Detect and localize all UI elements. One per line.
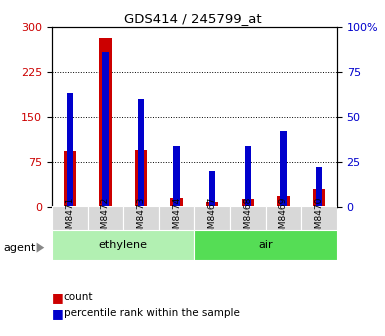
Bar (242, 199, 254, 207)
Bar (102, 52, 109, 207)
Bar (301, 206, 337, 230)
Bar (230, 206, 266, 230)
Text: air: air (258, 240, 273, 250)
Bar (64, 151, 76, 207)
Bar (123, 206, 159, 230)
Bar (52, 230, 194, 260)
Text: GSM8470: GSM8470 (315, 196, 323, 240)
Bar (316, 167, 322, 207)
Text: GSM8469: GSM8469 (279, 196, 288, 240)
Text: count: count (64, 292, 93, 302)
Bar (171, 198, 183, 207)
Text: ethylene: ethylene (99, 240, 148, 250)
Bar (266, 206, 301, 230)
Text: GDS414 / 245799_at: GDS414 / 245799_at (124, 12, 261, 25)
Bar (209, 171, 216, 207)
Text: ■: ■ (52, 307, 64, 320)
Text: GSM8473: GSM8473 (137, 196, 146, 240)
Text: GSM8471: GSM8471 (65, 196, 74, 240)
Bar (173, 145, 180, 207)
Bar (277, 197, 290, 207)
Bar (194, 206, 230, 230)
Text: GSM8474: GSM8474 (172, 197, 181, 240)
Bar (52, 206, 88, 230)
Text: GSM8472: GSM8472 (101, 197, 110, 240)
Text: ■: ■ (52, 291, 64, 304)
Polygon shape (37, 243, 44, 253)
Bar (244, 145, 251, 207)
Bar (138, 99, 144, 207)
Bar (206, 203, 218, 207)
Bar (99, 38, 112, 207)
Bar (135, 150, 147, 207)
Bar (159, 206, 194, 230)
Bar (88, 206, 123, 230)
Bar (194, 230, 337, 260)
Bar (280, 131, 287, 207)
Text: GSM8467: GSM8467 (208, 196, 217, 240)
Bar (67, 93, 73, 207)
Text: percentile rank within the sample: percentile rank within the sample (64, 308, 239, 318)
Bar (313, 189, 325, 207)
Text: GSM8468: GSM8468 (243, 196, 252, 240)
Text: agent: agent (4, 243, 36, 253)
